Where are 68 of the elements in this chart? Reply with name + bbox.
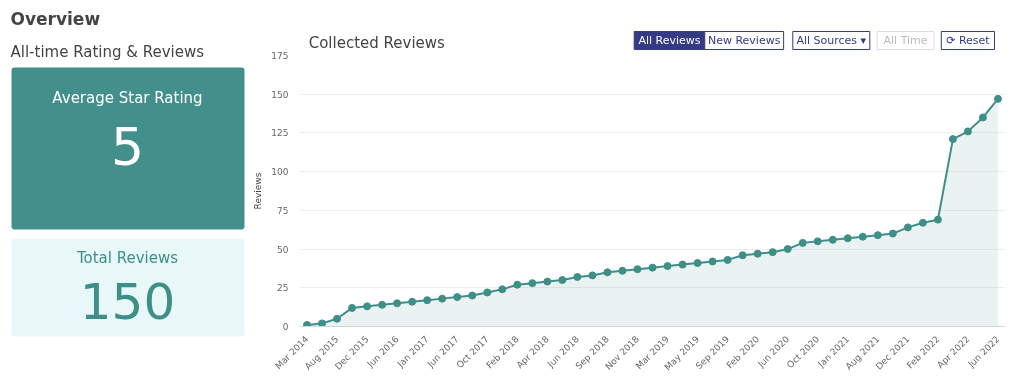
chart-title: Collected Reviews [308, 33, 446, 52]
point [813, 237, 822, 246]
point [678, 260, 687, 269]
point [393, 299, 402, 308]
point [783, 245, 792, 254]
y-axis-title: Reviews [253, 172, 264, 210]
point [663, 262, 672, 271]
point [453, 293, 462, 302]
text: Average Star Rating [52, 88, 203, 107]
point [588, 271, 597, 280]
text: All Time [883, 34, 928, 47]
point [873, 231, 882, 240]
point [348, 303, 357, 312]
point [888, 229, 897, 238]
point [483, 288, 492, 297]
point [828, 235, 837, 244]
point [858, 232, 867, 241]
point [603, 268, 612, 277]
text: Overview [10, 8, 101, 29]
point [543, 277, 552, 286]
point [753, 249, 762, 258]
point [333, 314, 342, 323]
point [843, 234, 852, 243]
point [408, 297, 417, 306]
point [903, 223, 912, 232]
y-tick-label: 175 [271, 51, 289, 61]
point [918, 218, 927, 227]
point [933, 215, 942, 224]
point [693, 259, 702, 267]
y-tick-label: 125 [271, 128, 289, 139]
point [498, 285, 507, 294]
text: All-time Rating & Reviews [10, 42, 205, 61]
y-tick-label: 0 [282, 322, 289, 332]
point [963, 127, 972, 136]
text: ⟳ Reset [946, 34, 991, 47]
point [768, 248, 777, 257]
point [648, 263, 657, 272]
point [303, 320, 312, 327]
point [558, 276, 567, 285]
point [993, 94, 1002, 103]
point [798, 238, 807, 247]
point [378, 300, 387, 309]
point [978, 113, 987, 122]
y-tick-label: 50 [277, 244, 289, 255]
text: 5 [110, 116, 145, 177]
point [708, 257, 717, 266]
text: New Reviews [707, 34, 781, 47]
text: 150 [79, 272, 176, 331]
text: All Reviews [638, 34, 701, 47]
point [633, 265, 642, 274]
point [423, 296, 432, 305]
point [363, 302, 372, 311]
y-tick-label: 150 [271, 89, 289, 100]
point [468, 291, 477, 300]
point [723, 255, 732, 264]
point [513, 280, 522, 289]
point [438, 294, 447, 303]
y-tick-label: 100 [271, 167, 289, 178]
y-tick-label: 75 [277, 205, 289, 216]
point [528, 279, 537, 288]
point [948, 135, 957, 144]
point [573, 272, 582, 281]
point [618, 266, 627, 275]
text: Total Reviews [75, 248, 179, 267]
point [318, 319, 327, 327]
y-tick-label: 25 [277, 283, 289, 294]
point [738, 251, 747, 260]
text: All Sources ▾ [796, 34, 867, 47]
